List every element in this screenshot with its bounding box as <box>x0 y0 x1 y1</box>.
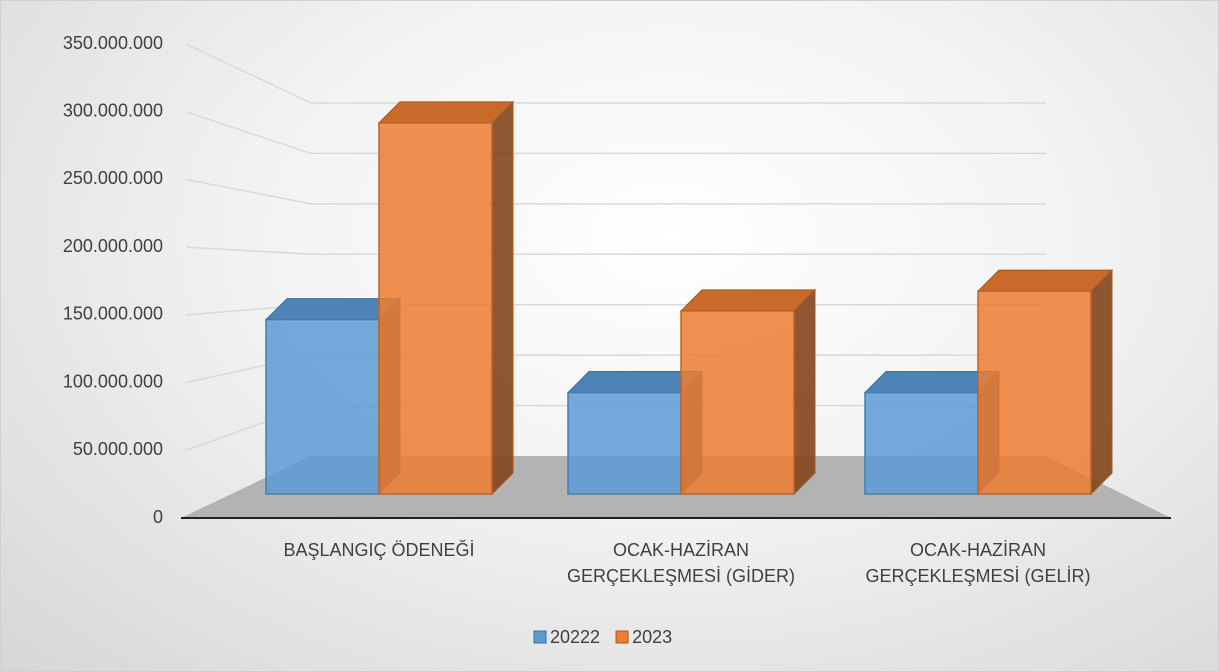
grid-line <box>185 246 1046 256</box>
y-tick-label: 50.000.000 <box>73 439 163 459</box>
grid-line <box>185 111 1046 155</box>
y-tick-label: 250.000.000 <box>63 168 163 188</box>
bar <box>864 391 979 495</box>
bar-top <box>377 101 515 124</box>
bar-side <box>1090 268 1113 496</box>
bar <box>265 318 380 495</box>
bar-side <box>491 100 514 496</box>
bar-top <box>976 269 1114 292</box>
bar-side <box>793 288 816 496</box>
bar-top <box>679 289 817 312</box>
y-tick-label: 350.000.000 <box>63 33 163 53</box>
y-tick-label: 0 <box>153 507 163 527</box>
legend-label: 2023 <box>632 627 672 647</box>
bar <box>567 391 682 495</box>
grid-line <box>185 178 1046 205</box>
bar <box>977 290 1092 495</box>
legend-swatch <box>533 630 547 644</box>
bar <box>378 122 493 495</box>
y-tick-label: 200.000.000 <box>63 236 163 256</box>
y-tick-label: 150.000.000 <box>63 304 163 324</box>
bar <box>680 310 795 495</box>
x-tick-label: OCAK-HAZİRAN GERÇEKLEŞMESİ (GİDER) <box>566 540 796 586</box>
x-tick-label: OCAK-HAZİRAN GERÇEKLEŞMESİ (GELİR) <box>865 540 1091 586</box>
legend-label: 20222 <box>550 627 600 647</box>
x-tick-label: BAŞLANGIÇ ÖDENEĞİ <box>283 540 475 560</box>
y-tick-label: 100.000.000 <box>63 371 163 391</box>
legend-swatch <box>615 630 629 644</box>
grid-line <box>185 43 1046 104</box>
y-tick-label: 300.000.000 <box>63 100 163 120</box>
